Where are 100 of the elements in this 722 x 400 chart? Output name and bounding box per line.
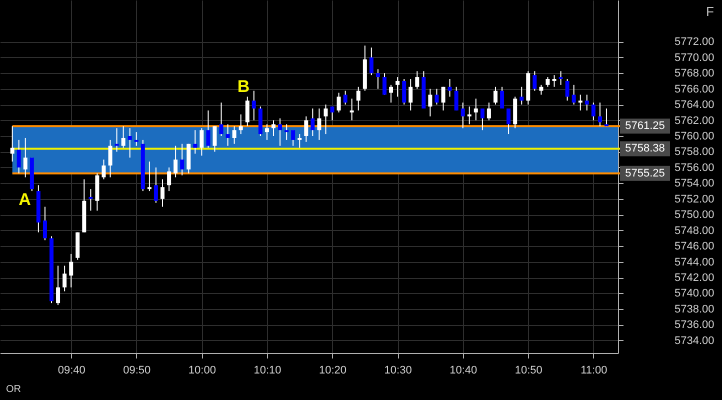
candlestick [532, 70, 537, 92]
candlestick [128, 128, 132, 158]
y-tick-label: 5738.00 [674, 303, 714, 316]
candlestick [369, 47, 374, 76]
candlestick [147, 161, 152, 192]
candlestick [160, 178, 164, 208]
candlestick [56, 265, 60, 306]
candlestick [134, 132, 138, 146]
candlestick [238, 114, 243, 135]
x-tick-label: 10:00 [188, 364, 216, 376]
candlestick [520, 86, 524, 106]
y-tick-label: 5748.00 [674, 224, 714, 237]
candlestick [565, 78, 570, 102]
candlestick [343, 90, 348, 106]
candlestick [578, 94, 582, 111]
candlestick [42, 206, 47, 241]
y-tick-label: 5734.00 [674, 334, 714, 347]
x-tick-label: 09:50 [123, 364, 151, 376]
candlestick [396, 76, 400, 98]
y-tick-label: 5742.00 [674, 272, 714, 284]
candlestick [324, 104, 328, 135]
candlestick [304, 116, 308, 142]
y-tick-label: 5758.00 [674, 146, 714, 158]
candlestick [114, 128, 119, 152]
candlestick [102, 159, 106, 180]
candlestick [474, 98, 478, 121]
candlestick [336, 92, 341, 113]
text: OR [6, 384, 21, 395]
candlestick [356, 86, 360, 111]
candlestick [180, 143, 184, 176]
candlestick [174, 145, 178, 178]
candlestick [200, 128, 204, 156]
y-tick-label: 5766.00 [674, 83, 714, 96]
candlestick [493, 86, 498, 106]
x-tick-label: 10:10 [254, 364, 282, 376]
ref-line-label: 5758.38 [625, 142, 665, 155]
candlestick [460, 102, 465, 129]
candlestick [206, 110, 210, 148]
candlestick [486, 102, 491, 121]
candlestick [558, 70, 563, 86]
candlestick [10, 126, 14, 162]
candlestick [454, 86, 458, 111]
y-tick-label: 5756.00 [674, 162, 714, 174]
y-tick-label: 5764.00 [674, 99, 714, 112]
ref-line-label: 5755.25 [625, 167, 665, 180]
candlestick [480, 108, 484, 131]
candlestick [382, 72, 387, 96]
y-tick-label: 5754.00 [674, 178, 714, 190]
candlestick [552, 74, 556, 88]
candlestick [121, 126, 126, 148]
annotation: A [18, 190, 31, 210]
candlestick [350, 98, 354, 121]
candlestick [167, 166, 172, 192]
candlestick [69, 253, 74, 288]
candlestick [23, 137, 28, 178]
text: F [706, 4, 714, 19]
y-tick-label: 5772.00 [674, 36, 714, 48]
candlestick [245, 96, 250, 127]
candlestick [193, 130, 198, 154]
candlestick [434, 88, 439, 106]
candlestick [500, 86, 504, 109]
candlestick [539, 84, 544, 96]
candlestick [572, 84, 576, 106]
candlestick [88, 188, 93, 212]
candlestick [604, 108, 608, 127]
x-tick-label: 10:50 [514, 364, 542, 376]
candlestick [402, 78, 406, 106]
y-tick-label: 5762.00 [674, 114, 714, 127]
candlestick [506, 108, 511, 135]
candlestick [278, 118, 282, 146]
candlestick [408, 78, 413, 111]
candlestick [271, 120, 276, 137]
y-tick-label: 5770.00 [674, 52, 714, 64]
candlestick [415, 70, 420, 90]
candlestick [226, 124, 230, 146]
candlestick [291, 130, 296, 146]
x-tick-label: 11:00 [580, 364, 608, 376]
candlestick [62, 265, 67, 292]
candlestick [16, 139, 21, 174]
candlestick [330, 106, 334, 121]
candlestick [317, 108, 322, 140]
y-tick-label: 5744.00 [674, 256, 714, 268]
x-tick-label: 10:20 [318, 364, 347, 376]
ref-line-label: 5761.25 [625, 120, 665, 132]
candlestick [264, 124, 269, 140]
candlestick [310, 108, 315, 137]
candlestick [467, 106, 472, 125]
y-tick-label: 5750.00 [674, 209, 714, 222]
candlestick [298, 134, 302, 148]
candlestick [284, 124, 289, 140]
y-tick-label: 5736.00 [674, 319, 714, 332]
candlestick [598, 102, 602, 127]
y-tick-label: 5768.00 [674, 68, 714, 80]
candlestick [584, 94, 589, 111]
candlestick [389, 84, 394, 104]
y-tick-label: 5746.00 [674, 240, 714, 253]
x-tick-label: 10:30 [384, 364, 412, 376]
candlestick [376, 68, 380, 90]
candlestick [546, 76, 550, 88]
x-tick-label: 09:40 [58, 364, 86, 376]
